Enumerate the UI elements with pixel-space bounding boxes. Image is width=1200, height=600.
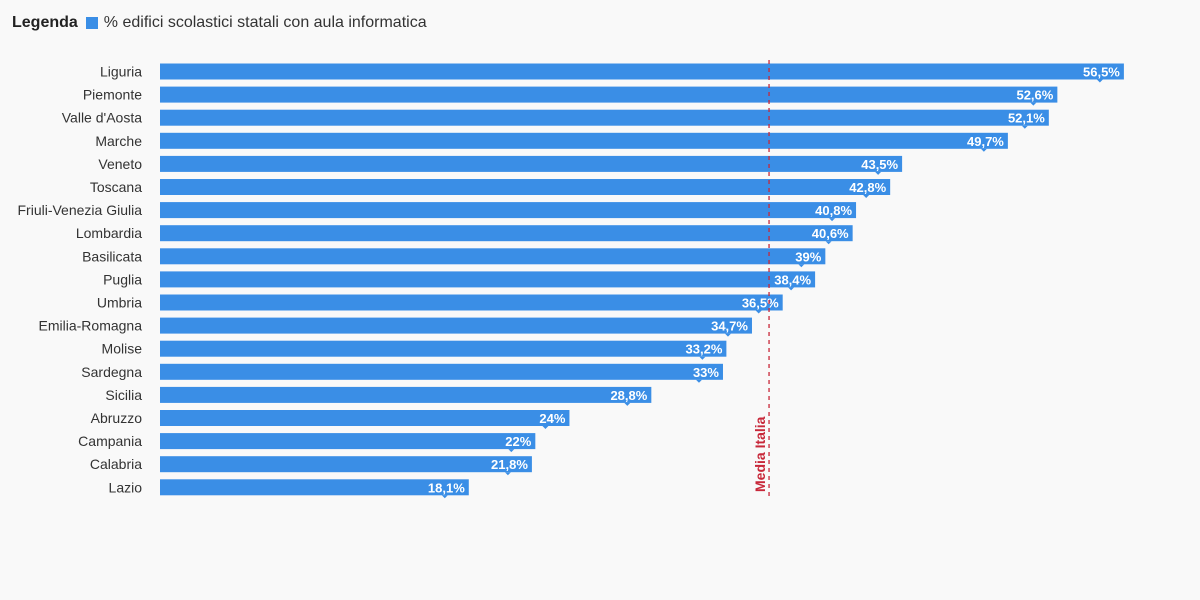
category-label: Emilia-Romagna [39,318,143,334]
category-label: Friuli-Venezia Giulia [18,202,143,218]
bar [160,155,903,172]
bar [160,248,826,265]
bar [160,479,469,496]
value-label-pointer [624,402,631,406]
category-label: Veneto [98,156,142,172]
bar [160,63,1124,80]
value-label-pointer [699,356,706,360]
value-label-pointer [788,287,795,291]
value-label-pointer [695,379,702,383]
category-label: Valle d'Aosta [62,110,142,126]
legend-series-label: % edifici scolastici statali con aula in… [103,14,427,31]
value-label: 43,5% [861,157,898,172]
legend-title: Legenda [12,14,78,31]
bar [160,86,1058,103]
value-label-pointer [875,171,882,175]
value-label-pointer [1030,102,1037,106]
value-label-pointer [980,148,987,152]
legend: Legenda % edifici scolastici statali con… [12,14,427,32]
legend-item: % edifici scolastici statali con aula in… [85,14,427,32]
value-label: 33,2% [686,342,723,357]
bar [160,109,1049,126]
value-label-pointer [1021,125,1028,129]
value-label-pointer [863,195,870,198]
value-label-pointer [441,495,448,499]
value-label: 52,1% [1008,111,1045,126]
category-label: Calabria [90,456,142,472]
value-label: 40,8% [815,203,852,218]
category-label: Abruzzo [91,410,143,426]
value-label: 18,1% [428,480,465,495]
category-label: Campania [78,433,142,449]
category-label: Toscana [90,179,142,195]
value-label: 42,8% [849,180,886,195]
value-label-pointer [504,472,511,476]
value-label: 34,7% [711,319,748,334]
bar [160,410,570,426]
value-label: 39% [795,249,821,264]
value-label-pointer [1096,79,1103,83]
value-label-pointer [829,218,836,222]
bar [160,179,891,195]
value-label: 24% [539,411,565,426]
value-label: 38,4% [774,272,811,287]
value-label: 21,8% [491,457,528,472]
category-label: Molise [102,341,143,357]
bar [160,225,853,242]
value-label: 33% [693,365,719,380]
value-label-pointer [542,426,549,429]
category-label: Lazio [109,479,143,495]
category-label: Basilicata [82,248,142,264]
value-label: 36,5% [742,296,779,311]
value-label-pointer [798,264,805,268]
bar [160,317,752,334]
bar [160,202,857,219]
bar [160,340,727,357]
average-reference-label: Media Italia [752,416,768,492]
value-label-pointer [825,241,832,245]
bar [160,456,532,473]
value-label-pointer [755,310,762,314]
value-label-pointer [724,333,731,337]
category-label: Sicilia [105,387,142,403]
legend-swatch [85,17,98,29]
value-label: 49,7% [967,134,1004,149]
value-label: 40,6% [812,226,849,241]
bar [160,132,1008,149]
value-label: 28,8% [610,388,647,403]
category-label: Lombardia [76,225,142,241]
bar [160,433,536,450]
bar [160,271,816,288]
bar [160,386,652,403]
category-label: Umbria [97,295,142,311]
category-label: Puglia [103,271,142,287]
value-label: 22% [505,434,531,449]
value-label: 56,5% [1083,65,1120,80]
bar [160,363,723,380]
bar [160,294,783,311]
category-label: Piemonte [83,87,142,103]
value-label-pointer [508,449,515,453]
category-label: Marche [95,133,142,149]
category-label: Sardegna [81,364,142,380]
category-label: Liguria [100,64,142,80]
value-label: 52,6% [1016,88,1053,103]
